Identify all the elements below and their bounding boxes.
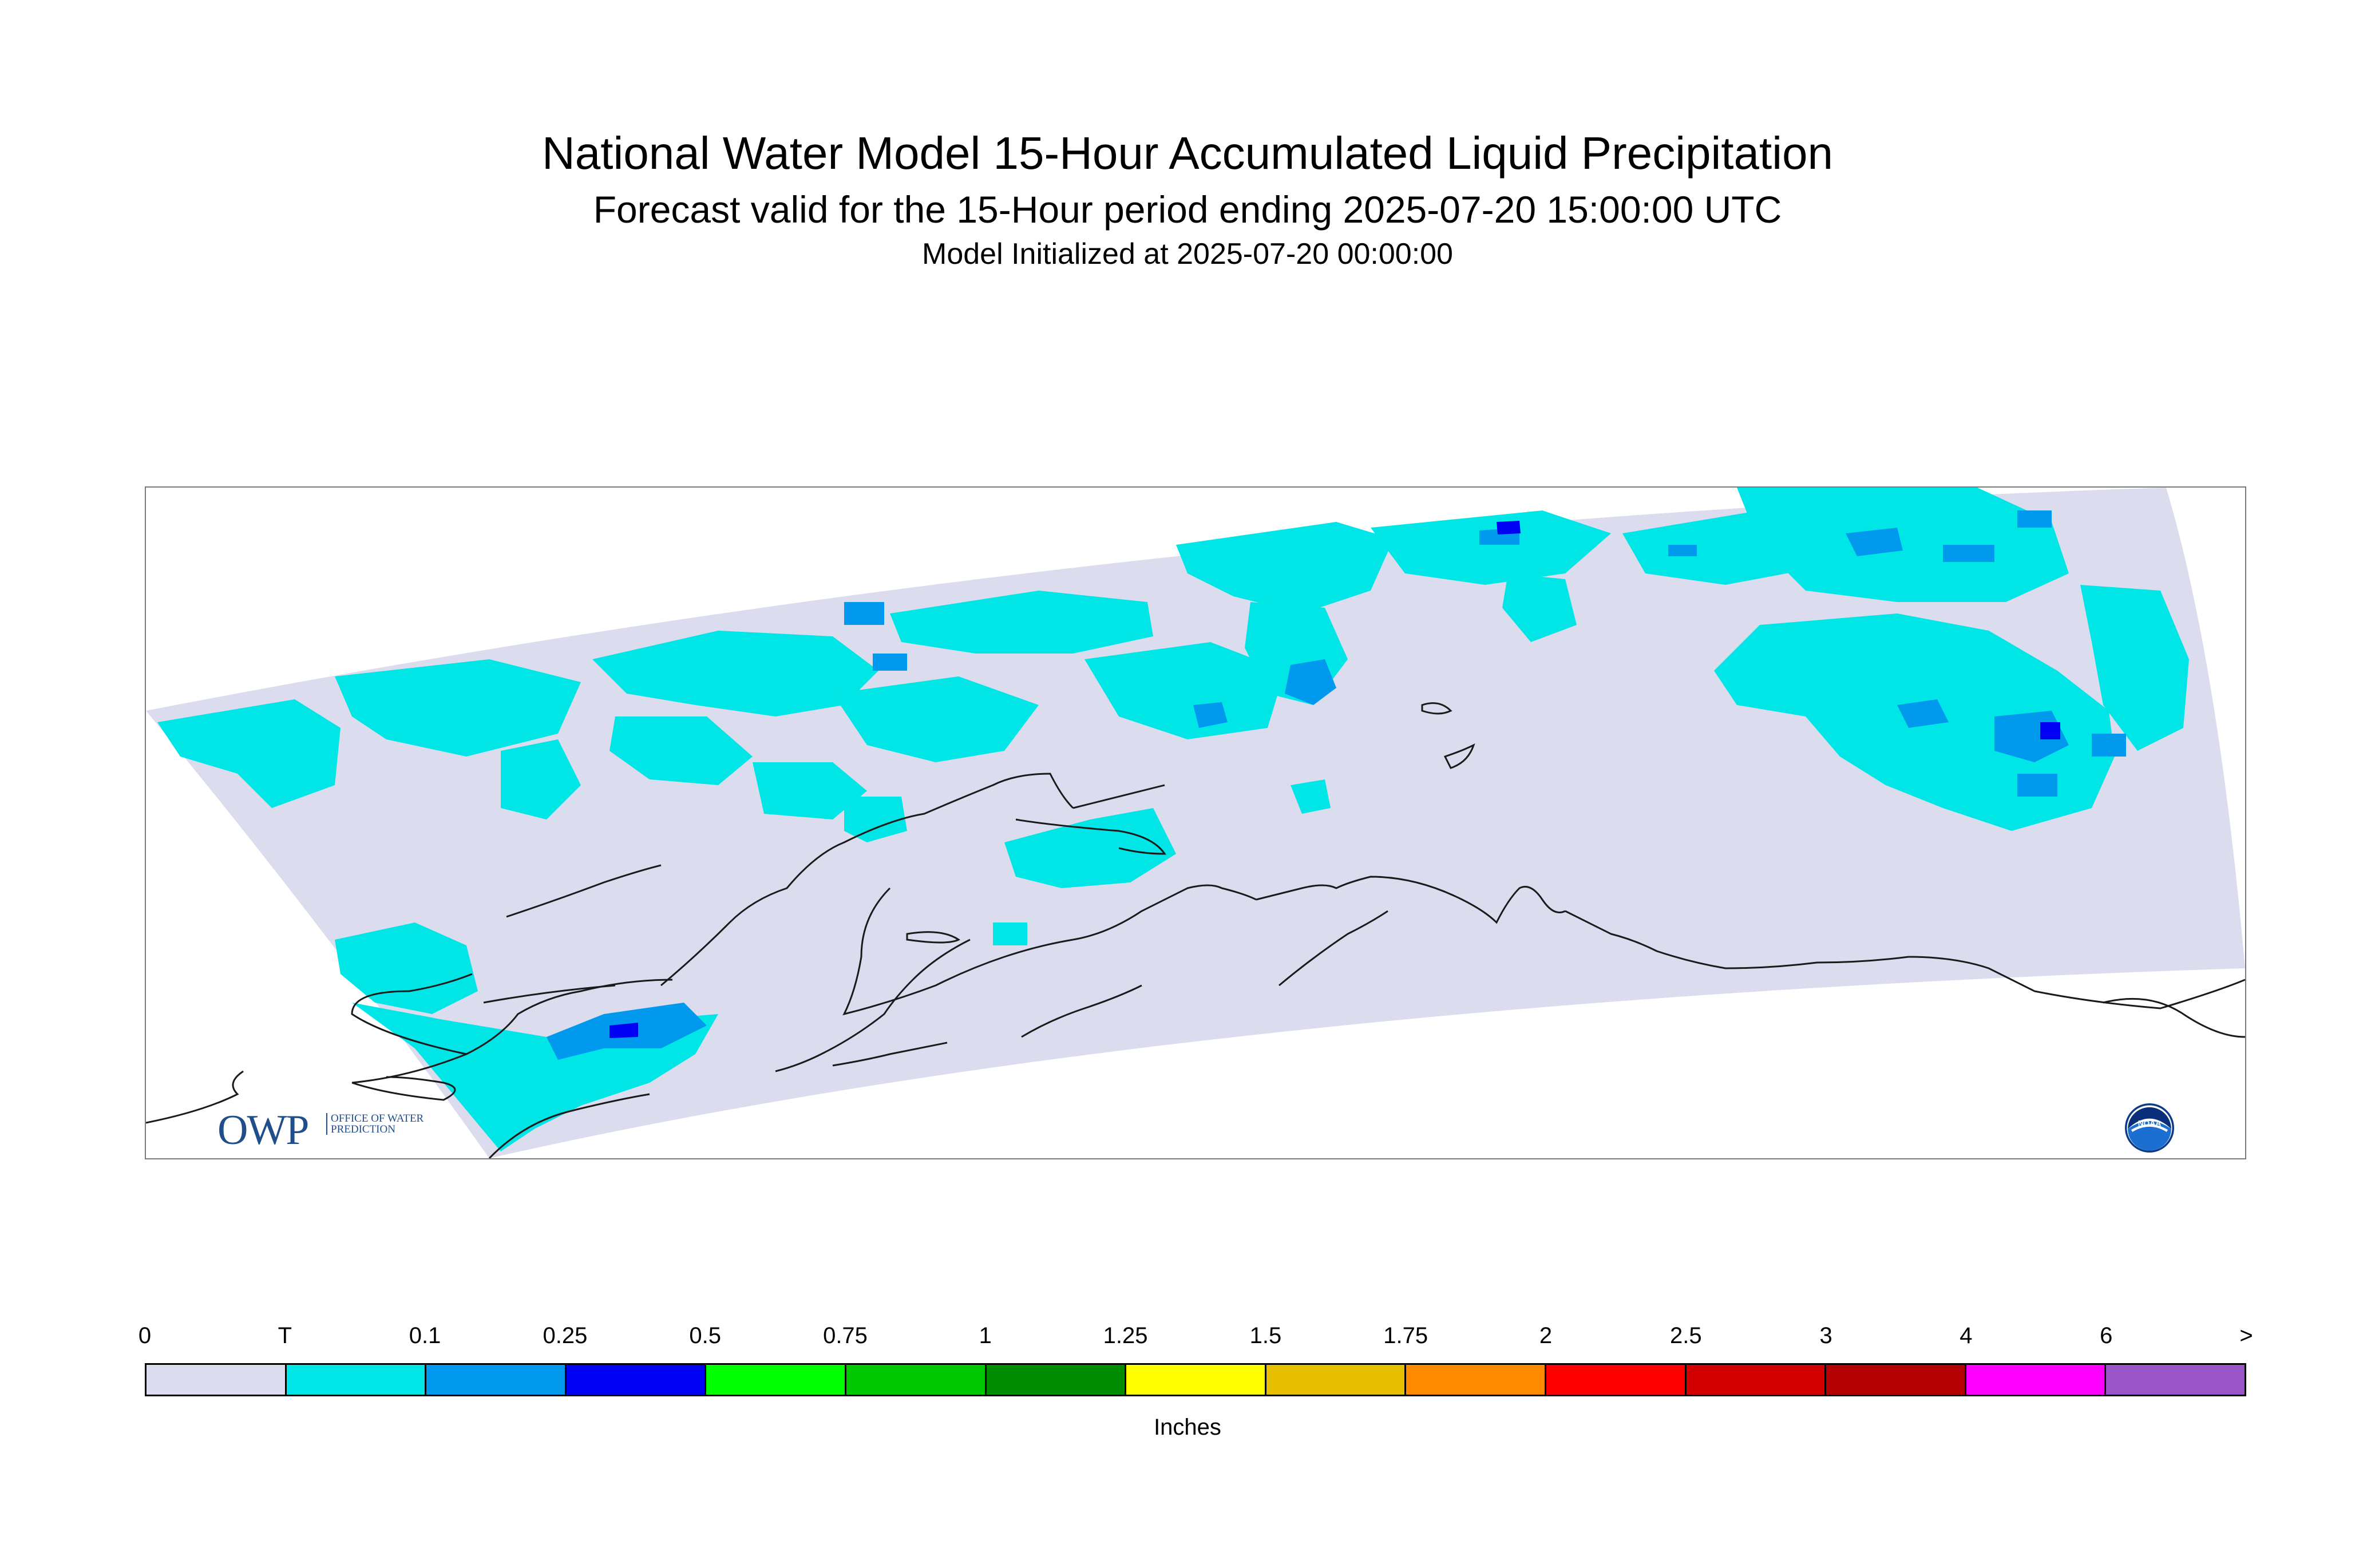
legend-tick-label: 1.75: [1383, 1323, 1428, 1348]
legend-swatch-4: [706, 1365, 846, 1395]
legend-tick-label: 2: [1539, 1323, 1553, 1348]
legend-swatch-5: [846, 1365, 987, 1395]
legend-swatch-11: [1686, 1365, 1827, 1395]
legend-tick-label: 3: [1819, 1323, 1832, 1348]
owp-logo-letters: OWP: [217, 1107, 309, 1154]
legend-tick-label: 2.5: [1669, 1323, 1702, 1348]
legend-tick-label: 0: [138, 1323, 152, 1348]
legend-swatch-2: [426, 1365, 567, 1395]
legend-tick-label: 4: [1960, 1323, 1973, 1348]
legend-color-bar: [145, 1363, 2246, 1396]
map-panel: [145, 486, 2246, 1159]
noaa-logo: NOAA: [2125, 1103, 2174, 1153]
legend-swatch-1: [286, 1365, 427, 1395]
map-title: National Water Model 15-Hour Accumulated…: [542, 128, 1833, 179]
legend-tick-label: 1: [979, 1323, 992, 1348]
model-init-time: Model Initialized at 2025-07-20 00:00:00: [922, 237, 1453, 271]
legend-swatch-3: [566, 1365, 707, 1395]
legend-swatch-8: [1266, 1365, 1407, 1395]
owp-logo: OWP OFFICE OF WATER PREDICTION: [217, 1107, 423, 1153]
map-subtitle: Forecast valid for the 15-Hour period en…: [593, 188, 1782, 231]
noaa-logo-text: NOAA: [2138, 1119, 2162, 1128]
legend-swatch-9: [1406, 1365, 1546, 1395]
legend-swatch-10: [1546, 1365, 1687, 1395]
legend-tick-label: 0.75: [823, 1323, 868, 1348]
legend-swatch-7: [1126, 1365, 1266, 1395]
precipitation-map: [146, 488, 2245, 1158]
legend-tick-label: 0.1: [409, 1323, 441, 1348]
legend-units-label: Inches: [1154, 1415, 1221, 1440]
legend-swatch-13: [1966, 1365, 2107, 1395]
legend-tick-label: 0.5: [689, 1323, 721, 1348]
legend-tick-label: 6: [2100, 1323, 2113, 1348]
trace-precip-areas: [157, 488, 2189, 1151]
legend-tick-label: 0.25: [543, 1323, 588, 1348]
legend-tick-label: 1.25: [1103, 1323, 1148, 1348]
legend-tick-label: >: [2239, 1323, 2253, 1348]
owp-logo-words: OFFICE OF WATER PREDICTION: [326, 1113, 428, 1135]
legend-tick-label: 1.5: [1249, 1323, 1282, 1348]
legend-tick-label: T: [278, 1323, 292, 1348]
legend-swatch-12: [1826, 1365, 1966, 1395]
heavy-precip-areas: [609, 521, 2060, 1038]
coastline: [146, 702, 2245, 1158]
legend-swatch-14: [2106, 1365, 2245, 1395]
legend-swatch-0: [147, 1365, 287, 1395]
legend-swatch-6: [986, 1365, 1127, 1395]
